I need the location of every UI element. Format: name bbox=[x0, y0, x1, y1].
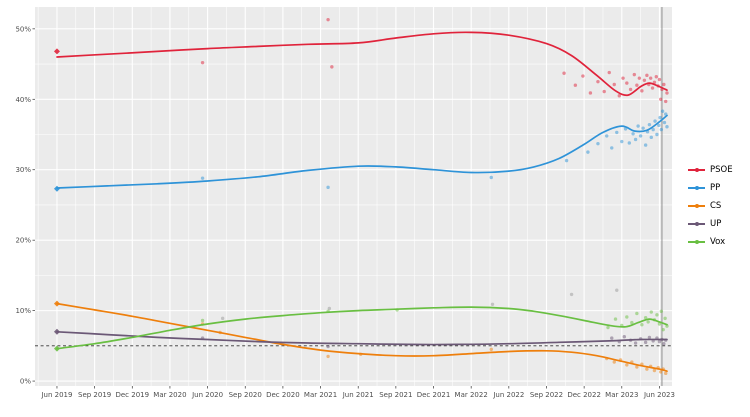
legend-item-vox: Vox bbox=[688, 235, 733, 249]
plot-panel bbox=[35, 7, 672, 386]
election-result-marker-psoe bbox=[53, 48, 60, 55]
x-tick-label: Mar 2020 bbox=[153, 391, 186, 399]
series-vox bbox=[53, 306, 669, 352]
x-tick-label: Dec 2022 bbox=[567, 391, 601, 399]
trend-line-up bbox=[56, 330, 668, 346]
legend-key-icon bbox=[688, 182, 705, 195]
y-tick-label: 50% bbox=[15, 25, 31, 33]
x-tick-label: Jun 2023 bbox=[643, 391, 675, 399]
election-result-marker-vox bbox=[53, 345, 60, 352]
legend-label: PSOE bbox=[710, 164, 733, 175]
legend-key-icon bbox=[688, 200, 705, 213]
x-tick-label: Mar 2022 bbox=[455, 391, 488, 399]
y-tick-label: 10% bbox=[15, 307, 31, 315]
y-tick-label: 30% bbox=[15, 166, 31, 174]
legend-item-cs: CS bbox=[688, 199, 733, 213]
x-tick-label: Sep 2022 bbox=[530, 391, 563, 399]
y-tick-label: 20% bbox=[15, 237, 31, 245]
x-tick-label: Mar 2023 bbox=[605, 391, 638, 399]
x-tick-label: Sep 2021 bbox=[379, 391, 412, 399]
series-up bbox=[53, 328, 668, 349]
trend-line-psoe bbox=[56, 31, 668, 97]
legend-key-icon bbox=[688, 218, 705, 231]
series-psoe bbox=[53, 17, 669, 104]
legend-label: CS bbox=[710, 200, 722, 211]
axis-labels: Jun 2019 Sep 2019 Dec 2019 Mar 2020 Jun 2020… bbox=[15, 25, 675, 399]
unlabeled-points bbox=[220, 288, 619, 321]
x-tick-label: Sep 2019 bbox=[78, 391, 111, 399]
y-tick-label: 0% bbox=[20, 378, 31, 386]
series-pp bbox=[53, 109, 669, 192]
x-tick-label: Jun 2022 bbox=[492, 391, 524, 399]
x-tick-label: Dec 2019 bbox=[115, 391, 149, 399]
election-result-marker-up bbox=[53, 328, 60, 335]
gridlines bbox=[35, 7, 672, 386]
legend-label: PP bbox=[710, 182, 721, 193]
legend-label: UP bbox=[710, 218, 722, 229]
legend-item-psoe: PSOE bbox=[688, 163, 733, 177]
x-tick-label: Jun 2021 bbox=[342, 391, 374, 399]
x-tick-label: Sep 2020 bbox=[229, 391, 262, 399]
legend-key-icon bbox=[688, 164, 705, 177]
legend-item-pp: PP bbox=[688, 181, 733, 195]
x-tick-label: Jun 2019 bbox=[40, 391, 72, 399]
poll-points-pp bbox=[200, 109, 669, 190]
x-tick-label: Dec 2021 bbox=[417, 391, 451, 399]
legend-item-up: UP bbox=[688, 217, 733, 231]
legend-key-icon bbox=[688, 236, 705, 249]
x-tick-label: Jun 2020 bbox=[191, 391, 223, 399]
x-tick-label: Dec 2020 bbox=[266, 391, 300, 399]
poll-points-psoe bbox=[200, 17, 669, 104]
election-result-marker-cs bbox=[53, 300, 60, 307]
trend-line-cs bbox=[56, 302, 668, 373]
chart-legend: PSOE PP CS UP Vox bbox=[688, 163, 733, 249]
x-tick-label: Mar 2021 bbox=[304, 391, 337, 399]
trend-line-pp bbox=[56, 114, 668, 189]
trend-line-vox bbox=[56, 306, 668, 350]
election-result-marker-pp bbox=[53, 185, 60, 192]
y-tick-label: 40% bbox=[15, 96, 31, 104]
legend-label: Vox bbox=[710, 236, 726, 247]
